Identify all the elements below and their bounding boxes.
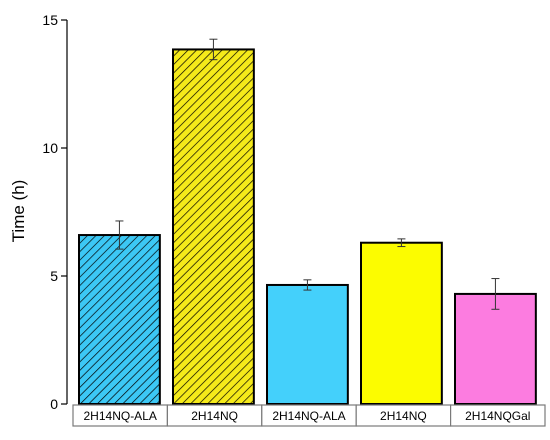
y-axis-title: Time (h) (9, 180, 28, 243)
x-axis: 2H14NQ-ALA 2H14NQ 2H14NQ-ALA 2H14NQ 2H14NQGa… (72, 404, 546, 427)
y-tick-label: 5 (50, 268, 58, 284)
bar (267, 284, 348, 404)
x-category-label: 2H14NQ-ALA (272, 409, 345, 423)
bars (78, 38, 537, 406)
category-box (450, 404, 546, 427)
bar (361, 242, 442, 404)
bar-hatch (173, 49, 254, 404)
y-tick-label: 0 (50, 396, 58, 412)
x-category-label: 2H14NQ (380, 409, 427, 423)
x-category-label: 2H14NQ-ALA (84, 409, 157, 423)
x-category-label: 2H14NQ (191, 409, 238, 423)
x-category-label: 2H14NQGal (465, 409, 530, 423)
bar (455, 293, 536, 404)
y-axis: 0 5 10 15 (42, 12, 68, 412)
bar-hatch (79, 235, 160, 404)
y-tick-label: 10 (42, 140, 58, 156)
y-tick-label: 15 (42, 12, 58, 28)
